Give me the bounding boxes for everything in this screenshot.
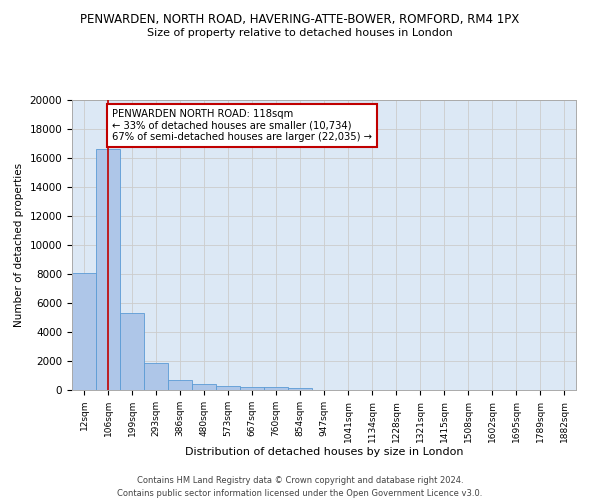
X-axis label: Distribution of detached houses by size in London: Distribution of detached houses by size … xyxy=(185,448,463,458)
Bar xyxy=(144,363,168,390)
Text: PENWARDEN NORTH ROAD: 118sqm
← 33% of detached houses are smaller (10,734)
67% o: PENWARDEN NORTH ROAD: 118sqm ← 33% of de… xyxy=(112,108,371,142)
Bar xyxy=(72,272,96,390)
Bar xyxy=(120,313,144,390)
Bar xyxy=(168,380,192,390)
Bar xyxy=(264,387,288,390)
Bar xyxy=(96,150,120,390)
Y-axis label: Number of detached properties: Number of detached properties xyxy=(14,163,24,327)
Bar xyxy=(192,384,216,390)
Text: PENWARDEN, NORTH ROAD, HAVERING-ATTE-BOWER, ROMFORD, RM4 1PX: PENWARDEN, NORTH ROAD, HAVERING-ATTE-BOW… xyxy=(80,12,520,26)
Bar xyxy=(240,387,264,390)
Text: Contains public sector information licensed under the Open Government Licence v3: Contains public sector information licen… xyxy=(118,489,482,498)
Bar xyxy=(216,386,240,390)
Bar xyxy=(288,388,312,390)
Text: Contains HM Land Registry data © Crown copyright and database right 2024.: Contains HM Land Registry data © Crown c… xyxy=(137,476,463,485)
Text: Size of property relative to detached houses in London: Size of property relative to detached ho… xyxy=(147,28,453,38)
